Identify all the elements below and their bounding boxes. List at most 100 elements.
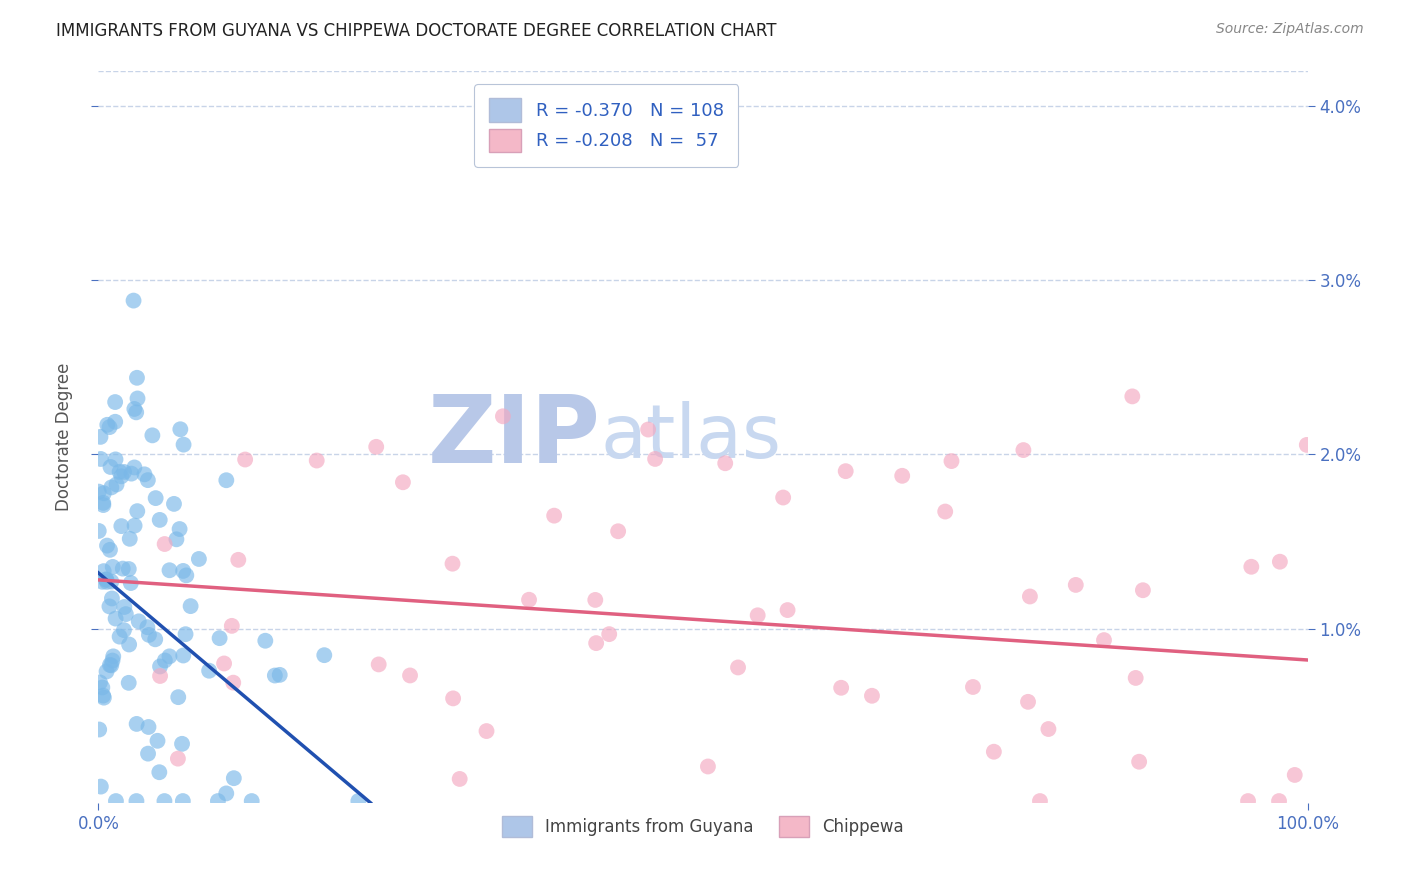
Point [934, 504, 956, 518]
Point [100, 658, 122, 673]
Point [136, 473, 159, 487]
Point [1125, 671, 1147, 685]
Y-axis label: Doctorate Degree: Doctorate Degree [55, 363, 73, 511]
Point [860, 689, 883, 703]
Point [1029, 794, 1052, 808]
Point [100, 460, 122, 475]
Point [149, 513, 172, 527]
Point [222, 771, 245, 785]
Point [111, 561, 134, 575]
Point [1121, 389, 1143, 403]
Point [98, 599, 121, 614]
Point [93, 486, 115, 500]
Point [399, 668, 422, 682]
Point [1132, 583, 1154, 598]
Point [212, 657, 235, 671]
Point [169, 522, 191, 536]
Point [180, 599, 202, 614]
Point [585, 636, 607, 650]
Point [159, 563, 181, 577]
Point [89, 723, 111, 737]
Point [124, 401, 146, 416]
Point [834, 464, 856, 478]
Point [122, 293, 145, 308]
Point [644, 452, 666, 467]
Point [1268, 555, 1291, 569]
Point [172, 564, 194, 578]
Point [91, 496, 114, 510]
Point [269, 668, 291, 682]
Point [1295, 438, 1317, 452]
Point [983, 745, 1005, 759]
Point [776, 603, 799, 617]
Point [87, 524, 110, 538]
Point [104, 395, 127, 409]
Point [153, 537, 176, 551]
Point [104, 452, 127, 467]
Point [118, 562, 141, 576]
Point [449, 772, 471, 786]
Point [1268, 794, 1291, 808]
Point [1017, 695, 1039, 709]
Point [187, 552, 209, 566]
Point [124, 518, 146, 533]
Point [1038, 722, 1060, 736]
Point [104, 611, 127, 625]
Point [125, 717, 148, 731]
Point [233, 452, 256, 467]
Legend: Immigrants from Guyana, Chippewa: Immigrants from Guyana, Chippewa [494, 807, 912, 846]
Point [98, 420, 121, 434]
Point [226, 553, 249, 567]
Point [108, 465, 131, 479]
Point [941, 454, 963, 468]
Point [163, 497, 186, 511]
Point [103, 649, 125, 664]
Point [120, 467, 142, 481]
Point [153, 653, 176, 667]
Point [714, 456, 737, 470]
Point [110, 519, 132, 533]
Point [159, 649, 181, 664]
Point [127, 504, 149, 518]
Point [90, 780, 112, 794]
Point [1064, 578, 1087, 592]
Point [120, 576, 142, 591]
Point [91, 689, 114, 703]
Point [104, 415, 127, 429]
Point [108, 630, 131, 644]
Point [101, 560, 124, 574]
Point [93, 498, 115, 512]
Point [104, 794, 127, 808]
Point [367, 657, 389, 672]
Text: IMMIGRANTS FROM GUYANA VS CHIPPEWA DOCTORATE DEGREE CORRELATION CHART: IMMIGRANTS FROM GUYANA VS CHIPPEWA DOCTO… [56, 22, 776, 40]
Point [441, 691, 464, 706]
Point [727, 660, 749, 674]
Point [91, 574, 114, 589]
Point [125, 794, 148, 808]
Point [138, 720, 160, 734]
Point [112, 465, 135, 479]
Point [110, 469, 132, 483]
Point [148, 765, 170, 780]
Point [153, 794, 176, 808]
Point [314, 648, 336, 662]
Point [347, 794, 370, 808]
Point [222, 675, 245, 690]
Point [747, 608, 769, 623]
Point [101, 591, 124, 606]
Point [143, 632, 166, 647]
Point [138, 628, 160, 642]
Point [517, 592, 540, 607]
Point [136, 620, 159, 634]
Point [208, 631, 231, 645]
Point [149, 659, 172, 673]
Point [305, 453, 328, 467]
Point [176, 568, 198, 582]
Point [441, 557, 464, 571]
Point [240, 794, 263, 808]
Point [1092, 633, 1115, 648]
Point [105, 477, 128, 491]
Point [1012, 443, 1035, 458]
Point [962, 680, 984, 694]
Point [207, 794, 229, 808]
